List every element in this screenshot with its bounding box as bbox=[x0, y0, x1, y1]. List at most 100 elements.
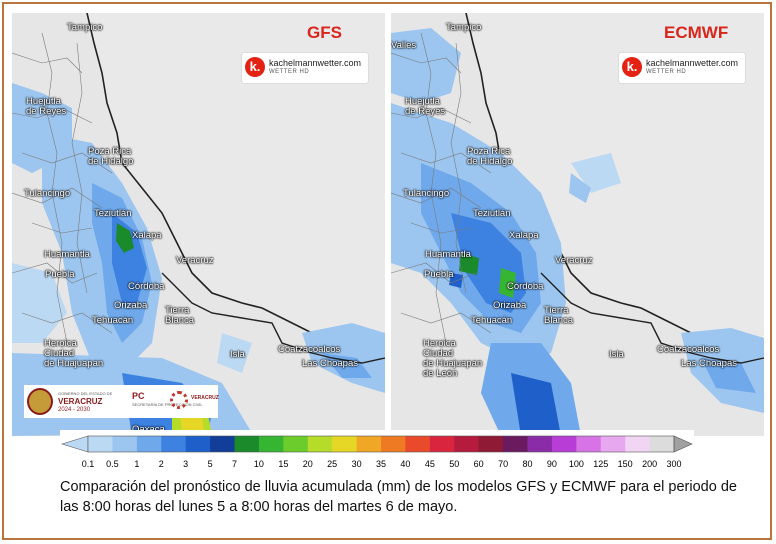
city-label: Córdoba bbox=[128, 281, 165, 292]
legend-tick-label: 60 bbox=[473, 459, 484, 469]
legend-swatch bbox=[625, 436, 651, 452]
precip-legend bbox=[60, 430, 694, 472]
brand-sub: WETTER HD bbox=[269, 69, 310, 75]
city-label: Tulancingo bbox=[403, 188, 450, 199]
gulf-sea bbox=[87, 13, 385, 343]
city-label: Tampico bbox=[446, 22, 482, 33]
city-label: Huejutla de Reyes bbox=[26, 96, 67, 117]
gov-years: 2024 - 2030 bbox=[58, 407, 91, 413]
legend-tick-label: 30 bbox=[351, 459, 362, 469]
legend-tick-label: 5 bbox=[207, 459, 213, 469]
ecmwf-rain-field bbox=[391, 28, 764, 436]
kachelmann-k-icon: k. bbox=[622, 57, 642, 77]
state-border bbox=[540, 272, 764, 364]
legend-swatch bbox=[429, 436, 455, 452]
legend-tick-label: 10 bbox=[253, 459, 264, 469]
city-label: Puebla bbox=[424, 269, 454, 280]
city-label: Heroica Ciudad de Huajuapan de León bbox=[423, 338, 483, 379]
city-label: Teziutlán bbox=[473, 208, 511, 219]
legend-tick-label: 50 bbox=[449, 459, 460, 469]
legend-swatch bbox=[283, 436, 309, 452]
legend-swatch bbox=[185, 436, 211, 452]
city-label: Tehuacán bbox=[92, 315, 134, 326]
legend-swatch bbox=[527, 436, 553, 452]
city-label: Xalapa bbox=[509, 230, 539, 241]
legend-swatch bbox=[478, 436, 504, 452]
kachelmann-k-icon: k. bbox=[245, 57, 265, 77]
legend-swatch bbox=[210, 436, 235, 452]
city-label: Orizaba bbox=[114, 300, 148, 311]
legend-colorbar bbox=[60, 435, 693, 453]
legend-swatch bbox=[332, 436, 358, 452]
legend-swatch bbox=[576, 436, 602, 452]
legend-swatch bbox=[112, 436, 138, 452]
caption: Comparación del pronóstico de lluvia acu… bbox=[60, 479, 737, 515]
legend-tick-label: 0.1 bbox=[81, 459, 95, 469]
legend-tick-label: 15 bbox=[278, 459, 289, 469]
municipal-borders bbox=[391, 32, 492, 344]
gov-line: GOBIERNO DEL ESTADO DE bbox=[58, 391, 113, 396]
city-label: Heroica Ciudad de Huajuapan bbox=[44, 338, 104, 369]
legend-swatch bbox=[258, 436, 284, 452]
legend-swatch bbox=[649, 436, 675, 452]
gfs-precip-map: GFS k. kachelmannwetter.com WETTER HD Ta… bbox=[12, 13, 385, 436]
legend-swatch bbox=[600, 436, 626, 452]
veracruz-seal-icon bbox=[27, 388, 53, 415]
kachelmann-logo: k. kachelmannwetter.com WETTER HD bbox=[619, 53, 745, 83]
legend-swatch bbox=[381, 436, 406, 452]
legend-left-arrow bbox=[60, 435, 89, 453]
city-label: Veracruz bbox=[555, 255, 593, 266]
ecmwf-map-canvas bbox=[391, 13, 764, 436]
legend-tick-label: 25 bbox=[327, 459, 338, 469]
legend-tick-label: 20 bbox=[302, 459, 313, 469]
legend-tick-label: 100 bbox=[568, 459, 584, 469]
model-title: ECMWF bbox=[664, 23, 729, 42]
legend-tick-label: 2 bbox=[158, 459, 164, 469]
city-label: Isla bbox=[609, 349, 624, 360]
brand-sub: WETTER HD bbox=[646, 69, 687, 75]
pc-sub: SECRETARÍA DE PROTECCIÓN CIVIL bbox=[132, 402, 203, 407]
city-label: Las Choapas bbox=[302, 358, 358, 369]
city-label: Xalapa bbox=[132, 230, 162, 241]
city-label: Tampico bbox=[67, 22, 103, 33]
legend-tick-label: 90 bbox=[546, 459, 557, 469]
brand-name: kachelmannwetter.com bbox=[269, 58, 362, 68]
city-label: Poza Rica de Hidalgo bbox=[467, 146, 513, 167]
city-label: Huejutla de Reyes bbox=[405, 96, 446, 117]
city-label: Poza Rica de Hidalgo bbox=[88, 146, 134, 167]
government-logos: GOBIERNO DEL ESTADO DE VERACRUZ 2024 - 2… bbox=[24, 385, 219, 418]
legend-swatch bbox=[307, 436, 333, 452]
legend-tick-label: 125 bbox=[593, 459, 609, 469]
ecmwf-precip-map: ECMWF k. kachelmannwetter.com WETTER HD … bbox=[391, 13, 764, 436]
city-label: Valles bbox=[391, 40, 417, 51]
city-label: Córdoba bbox=[507, 281, 544, 292]
legend-tick-label: 150 bbox=[617, 459, 633, 469]
legend-swatch bbox=[88, 436, 113, 452]
legend-tick-label: 300 bbox=[666, 459, 682, 469]
city-label: Huamantla bbox=[425, 249, 471, 260]
legend-tick-label: 35 bbox=[375, 459, 387, 469]
city-label: Veracruz bbox=[176, 255, 214, 266]
city-label: Tehuacán bbox=[471, 315, 513, 326]
legend-swatch bbox=[161, 436, 187, 452]
veracruz-badge-icon bbox=[170, 391, 188, 409]
city-label: Teziutlán bbox=[94, 208, 132, 219]
city-label: Puebla bbox=[45, 269, 75, 280]
brand-name: kachelmannwetter.com bbox=[646, 58, 739, 68]
legend-swatch bbox=[234, 436, 260, 452]
coastline bbox=[86, 13, 385, 344]
legend-swatch bbox=[136, 436, 162, 452]
legend-swatch bbox=[405, 436, 431, 452]
legend-swatch bbox=[356, 436, 382, 452]
city-label: Huamantla bbox=[44, 249, 90, 260]
municipal-borders bbox=[12, 32, 113, 344]
legend-tick-label: 80 bbox=[522, 459, 533, 469]
legend-tick-label: 3 bbox=[183, 459, 189, 469]
model-title: GFS bbox=[307, 23, 342, 42]
city-label: Coatzacoalcos bbox=[657, 344, 720, 355]
legend-tick-label: 40 bbox=[400, 459, 411, 469]
city-label: Tierra Blanca bbox=[165, 305, 195, 326]
city-label: Orizaba bbox=[493, 300, 527, 311]
legend-tick-label: 0.5 bbox=[106, 459, 119, 469]
legend-tick-label: 70 bbox=[498, 459, 509, 469]
